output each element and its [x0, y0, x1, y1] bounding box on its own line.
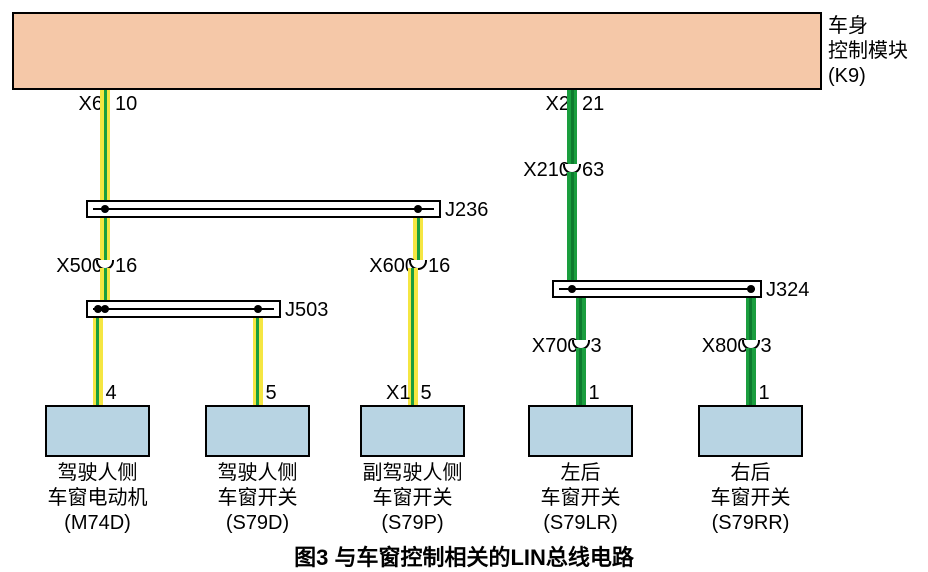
- pin-label: 16: [428, 254, 450, 278]
- main-controller-box: [12, 12, 822, 90]
- connector-label: X500: [56, 254, 103, 278]
- lin-wire-yg: [100, 90, 110, 200]
- pin-label: 1: [759, 381, 770, 405]
- terminal-label-s79lr: 左后车窗开关(S79LR): [508, 461, 653, 536]
- pin-label: 21: [582, 92, 604, 116]
- connector-label: X700: [532, 334, 579, 358]
- terminal-s79p: [360, 405, 465, 457]
- main-controller-label: 车身控制模块(K9): [828, 14, 908, 89]
- junction-dot: [94, 305, 102, 313]
- junction-bar: [93, 308, 274, 310]
- connector-label: X1: [386, 381, 410, 405]
- connector-label: X210: [523, 158, 570, 182]
- junction-dot: [414, 205, 422, 213]
- junction-label: J324: [766, 278, 809, 302]
- terminal-label-s79rr: 右后车窗开关(S79RR): [678, 461, 823, 536]
- junction-label: J236: [445, 198, 488, 222]
- junction-dot: [101, 305, 109, 313]
- lin-wire-yg: [93, 318, 103, 405]
- junction-bar: [559, 288, 755, 290]
- junction-dot: [254, 305, 262, 313]
- pin-label: 5: [266, 381, 277, 405]
- terminal-label-m74d: 驾驶人侧车窗电动机(M74D): [25, 461, 170, 536]
- terminal-label-s79p: 副驾驶人侧车窗开关(S79P): [340, 461, 485, 536]
- junction-dot: [747, 285, 755, 293]
- lin-wire-g: [576, 348, 586, 405]
- lin-wire-g: [746, 348, 756, 405]
- pin-label: 3: [761, 334, 772, 358]
- junction-dot: [101, 205, 109, 213]
- pin-label: 1: [589, 381, 600, 405]
- connector-label: X800: [702, 334, 749, 358]
- pin-label: 4: [106, 381, 117, 405]
- junction-bar: [93, 208, 434, 210]
- terminal-m74d: [45, 405, 150, 457]
- lin-wire-g: [567, 172, 577, 280]
- terminal-s79lr: [528, 405, 633, 457]
- pin-label: 5: [421, 381, 432, 405]
- pin-label: 63: [582, 158, 604, 182]
- pin-label: 3: [591, 334, 602, 358]
- lin-wire-g: [567, 90, 577, 164]
- lin-wire-yg: [253, 318, 263, 405]
- pin-label: 16: [115, 254, 137, 278]
- junction-label: J503: [285, 298, 328, 322]
- junction-dot: [568, 285, 576, 293]
- figure-caption: 图3 与车窗控制相关的LIN总线电路: [0, 540, 928, 572]
- lin-wire-yg: [100, 268, 110, 300]
- terminal-label-s79d: 驾驶人侧车窗开关(S79D): [185, 461, 330, 536]
- terminal-s79rr: [698, 405, 803, 457]
- terminal-s79d: [205, 405, 310, 457]
- pin-label: 10: [115, 92, 137, 116]
